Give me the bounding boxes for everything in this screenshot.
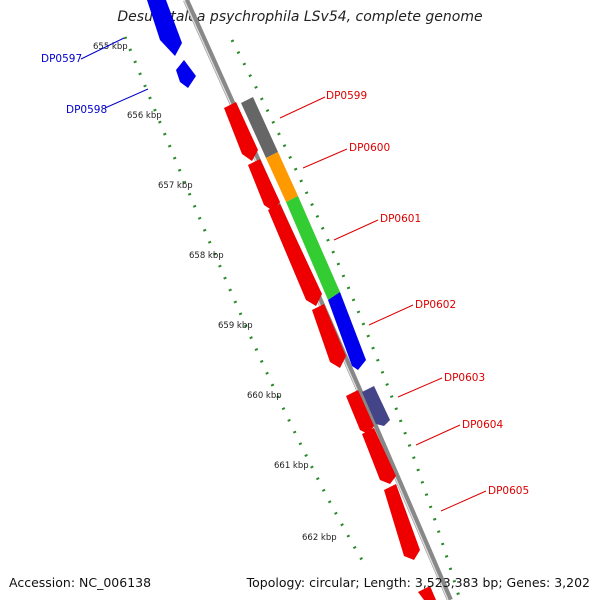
callout-line [397,377,443,398]
gene-label-DP0599[interactable]: DP0599 [326,90,367,102]
gene-arrow[interactable] [362,428,396,484]
tick-label: 655 kbp [93,42,128,52]
gene-label-DP0600[interactable]: DP0600 [349,142,390,154]
gene-label-DP0603[interactable]: DP0603 [444,372,485,384]
callout-line [302,148,348,169]
gene-arrow-DP0600[interactable] [266,152,298,202]
callout-line [333,219,379,241]
red-gene-track [224,102,436,600]
gene-label-DP0601[interactable]: DP0601 [380,213,421,225]
gene-arrow-DP0602[interactable] [328,292,366,370]
tick-labels: 655 kbp 656 kbp 657 kbp 658 kbp 659 kbp … [93,42,337,543]
gene-label-DP0605[interactable]: DP0605 [488,485,529,497]
gene-label-DP0597[interactable]: DP0597 [41,53,82,65]
gene-arrow-DP0601[interactable] [286,196,340,300]
gene-arrow[interactable] [312,304,346,368]
callout-line [80,37,125,60]
gene-arrow-DP0597[interactable] [147,0,182,56]
tick-label: 656 kbp [127,111,162,121]
genome-summary-text: Topology: circular; Length: 3,523,383 bp… [246,575,590,590]
gene-label-DP0604[interactable]: DP0604 [462,419,503,431]
gene-arrow-DP0603[interactable] [362,386,390,426]
gene-DP0597[interactable] [147,0,182,56]
gene-arrow[interactable] [346,390,374,434]
gene-arrow[interactable] [268,204,322,306]
tick-label: 662 kbp [302,533,337,543]
tick-label: 659 kbp [218,321,253,331]
callout-line [415,424,461,446]
genome-title: Desulfotalea psychrophila LSv54, complet… [117,9,483,25]
gene-label-DP0602[interactable]: DP0602 [415,299,456,311]
gene-arrow[interactable] [248,159,280,211]
gene-labels: DP0597 DP0598 DP0599 DP0600 DP0601 DP060… [41,37,529,512]
gene-label-DP0598[interactable]: DP0598 [66,104,107,116]
callout-line [104,88,149,109]
tick-label: 657 kbp [158,181,193,191]
gene-arrow[interactable] [418,586,436,600]
gene-arrow[interactable] [224,102,258,161]
callout-line [440,490,487,512]
inner-tick-ruler [123,36,364,561]
tick-label: 658 kbp [189,251,224,261]
gene-arrow-DP0598[interactable] [176,60,196,88]
tick-label: 661 kbp [274,461,309,471]
accession-text: Accession: NC_006138 [9,575,152,590]
callout-line [368,304,414,326]
gene-arrow[interactable] [384,484,420,560]
gene-DP0598[interactable] [176,60,196,88]
tick-label: 660 kbp [247,391,282,401]
gene-arrow-DP0599[interactable] [241,97,278,158]
callout-line [279,96,326,119]
